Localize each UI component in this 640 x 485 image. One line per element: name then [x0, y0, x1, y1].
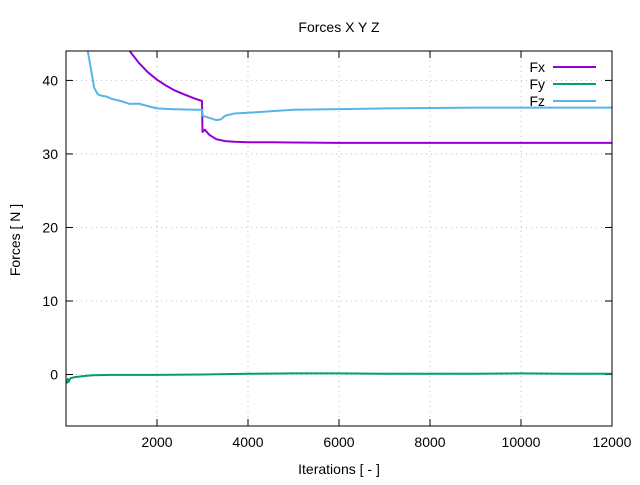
- tick-layer: 2000 4000 6000 8000 10000 12000 0 10 20 30 40: [42, 51, 632, 450]
- x-tick-label: 10000: [502, 434, 541, 450]
- legend-label-fy: Fy: [529, 76, 545, 92]
- series-line-fx: [128, 50, 612, 144]
- y-tick-label: 30: [42, 146, 58, 162]
- series-line-fy: [65, 372, 612, 384]
- x-tick-label: 2000: [141, 434, 172, 450]
- y-tick-label: 10: [42, 293, 58, 309]
- legend-label-fx: Fx: [529, 59, 545, 75]
- y-tick-label: 40: [42, 72, 58, 88]
- y-tick-label: 20: [42, 219, 58, 235]
- y-axis-label: Forces [ N ]: [7, 204, 23, 276]
- x-tick-label: 6000: [323, 434, 354, 450]
- y-tick-label: 0: [50, 367, 58, 383]
- x-tick-label: 8000: [414, 434, 445, 450]
- x-tick-label: 4000: [232, 434, 263, 450]
- x-axis-label: Iterations [ - ]: [298, 461, 380, 477]
- series-line-fz: [86, 50, 612, 122]
- series-layer: [65, 50, 612, 384]
- x-tick-label: 12000: [593, 434, 632, 450]
- chart-title: Forces X Y Z: [298, 19, 380, 35]
- legend-label-fz: Fz: [529, 93, 545, 109]
- plot-frame: [65, 50, 613, 427]
